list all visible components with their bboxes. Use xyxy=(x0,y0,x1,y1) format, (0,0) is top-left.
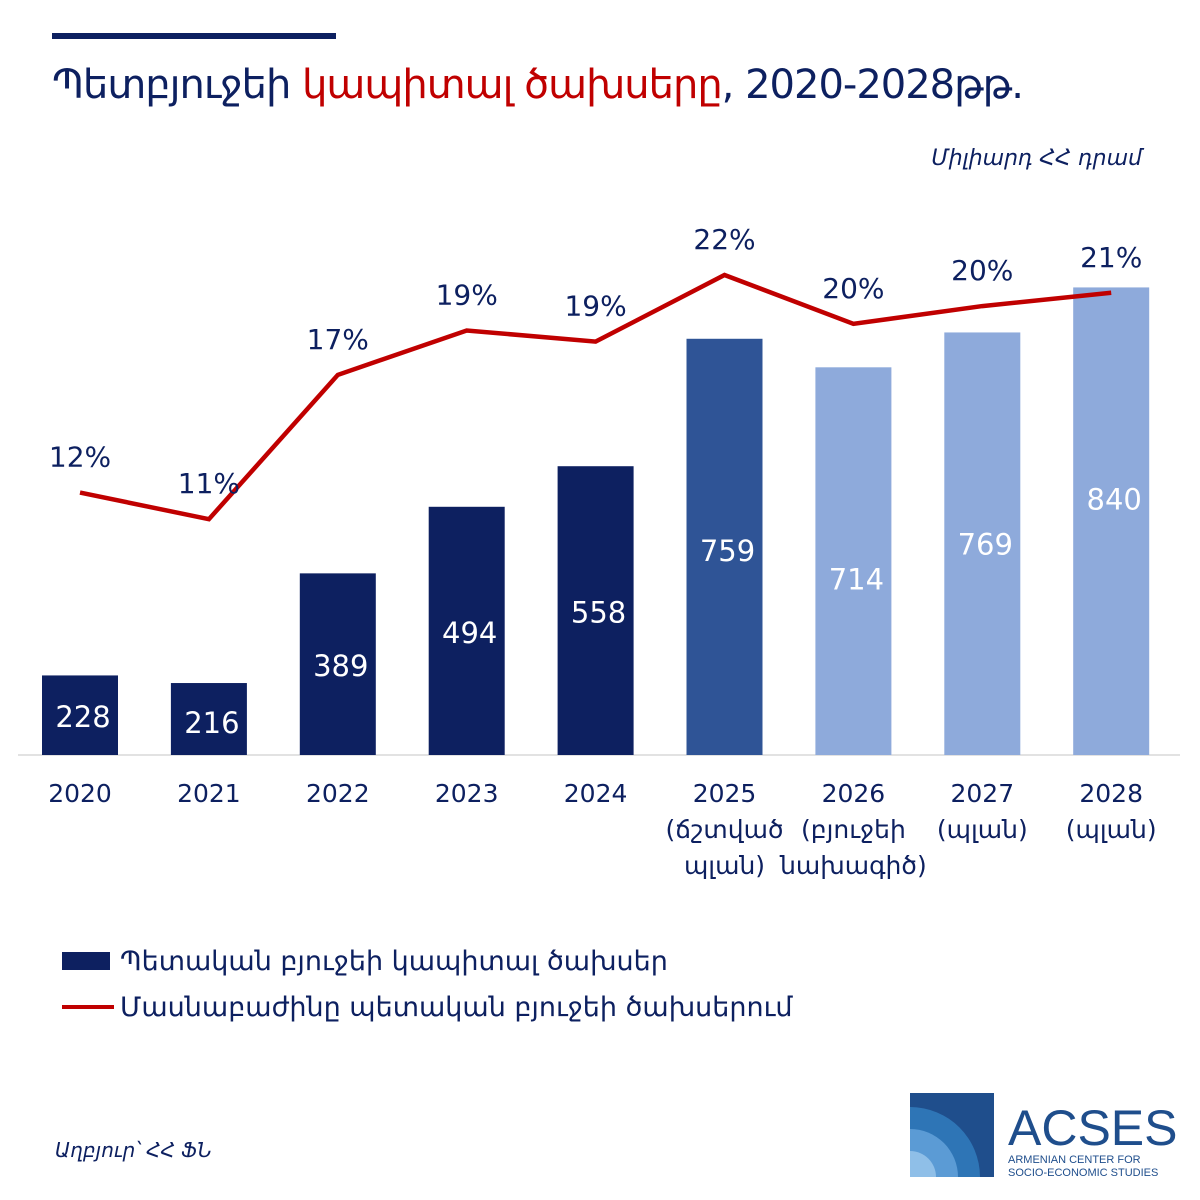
legend-item-bars: Պետական բյուջեի կապիտալ ծախսեր xyxy=(62,938,792,984)
bar-2023 xyxy=(428,506,505,755)
bar-2025 xyxy=(686,338,763,755)
bar-2028 xyxy=(1073,287,1150,755)
share-point-label: 21% xyxy=(1080,241,1142,274)
bar-value-label: 714 xyxy=(829,562,884,596)
x-tick-label: 2022 xyxy=(306,779,370,808)
svg-text:SOCIO-ECONOMIC STUDIES: SOCIO-ECONOMIC STUDIES xyxy=(1008,1167,1158,1179)
bar-2022 xyxy=(299,573,376,755)
svg-text:ACSES: ACSES xyxy=(1008,1100,1178,1156)
bar-2027 xyxy=(944,332,1021,755)
bar-2024 xyxy=(557,466,634,755)
bar-value-label: 840 xyxy=(1087,482,1142,516)
unit-label: Միլիարդ ՀՀ դրամ xyxy=(931,146,1142,171)
bar-value-label: 228 xyxy=(55,700,110,734)
legend-item-line: Մասնաբաժինը պետական բյուջեի ծախսերում xyxy=(62,984,792,1030)
legend-label: Մասնաբաժինը պետական բյուջեի ծախսերում xyxy=(120,991,793,1023)
x-tick-label: 2028 xyxy=(1079,779,1143,808)
x-tick-label: 2025 xyxy=(693,779,757,808)
x-tick-label: (ճշտված xyxy=(665,815,783,844)
bar-2021 xyxy=(170,683,247,755)
x-tick-label: նախագիծ) xyxy=(779,851,927,880)
share-point-label: 19% xyxy=(564,290,626,323)
bar-value-label: 769 xyxy=(958,527,1013,561)
title-part3: , 2020-2028թթ. xyxy=(721,62,1024,108)
x-tick-label: պլան) xyxy=(684,851,765,880)
x-tick-label: 2021 xyxy=(177,779,241,808)
x-tick-label: 2026 xyxy=(822,779,886,808)
logo-mark-icon: ACSES ARMENIAN CENTER FOR SOCIO-ECONOMIC… xyxy=(910,1093,1178,1179)
share-point-label: 20% xyxy=(822,272,884,305)
bar-2020 xyxy=(42,675,118,755)
chart-plot: 228 2020 216 2021 389 2022 494 2023 558 2024 759 20… xyxy=(18,223,1180,880)
source-note: Աղբյուր՝ ՀՀ ՖՆ xyxy=(55,1138,212,1162)
bar-value-label: 558 xyxy=(571,596,626,630)
x-tick-label: (պլան) xyxy=(937,815,1028,844)
title-part1: Պետբյուջեի xyxy=(52,62,303,108)
bar-2026 xyxy=(815,367,892,755)
acses-logo: ACSES ARMENIAN CENTER FOR SOCIO-ECONOMIC… xyxy=(910,1093,1190,1187)
x-tick-label: 2023 xyxy=(435,779,499,808)
bar-value-label: 216 xyxy=(184,706,239,740)
x-tick-label: 2024 xyxy=(564,779,628,808)
share-point-label: 19% xyxy=(436,279,498,312)
legend-swatch-bar xyxy=(62,952,110,970)
share-line xyxy=(79,272,1112,522)
share-point-label: 12% xyxy=(49,441,111,474)
x-tick-label: (պլան) xyxy=(1066,815,1157,844)
share-point-label: 11% xyxy=(178,467,240,500)
legend-swatch-line xyxy=(62,1005,114,1009)
title-accent-bar xyxy=(52,33,336,39)
legend: Պետական բյուջեի կապիտալ ծախսեր Մասնաբաժի… xyxy=(62,938,792,1030)
bar-value-label: 389 xyxy=(313,649,368,683)
legend-label: Պետական բյուջեի կապիտալ ծախսեր xyxy=(120,945,668,977)
svg-text:ARMENIAN CENTER FOR: ARMENIAN CENTER FOR xyxy=(1008,1154,1141,1166)
chart-title: Պետբյուջեի կապիտալ ծախսերը, 2020-2028թթ. xyxy=(52,62,1024,108)
title-highlight: կապիտալ ծախսերը xyxy=(302,62,723,108)
x-tick-label: (բյուջեի xyxy=(801,815,906,844)
bar-value-label: 494 xyxy=(442,616,497,650)
x-tick-label: 2027 xyxy=(950,779,1014,808)
share-point-label: 20% xyxy=(951,254,1013,287)
x-tick-label: 2020 xyxy=(48,779,112,808)
bar-value-label: 759 xyxy=(700,534,755,568)
share-point-label: 17% xyxy=(307,323,369,356)
share-point-label: 22% xyxy=(693,223,755,256)
